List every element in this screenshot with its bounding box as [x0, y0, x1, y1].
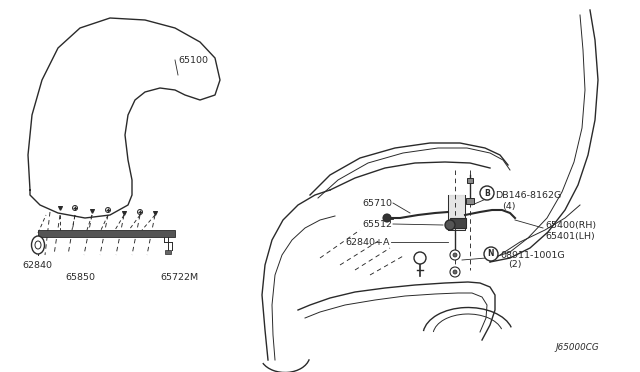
Text: N: N	[488, 250, 494, 259]
Bar	[38, 230, 175, 237]
Text: 65722M: 65722M	[160, 273, 198, 282]
Text: (4): (4)	[502, 202, 515, 211]
Bar	[467, 178, 473, 183]
Circle shape	[445, 220, 455, 230]
Circle shape	[138, 209, 143, 215]
Text: 65401(LH): 65401(LH)	[545, 231, 595, 241]
Text: J65000CG: J65000CG	[555, 343, 598, 353]
Text: 62840+A: 62840+A	[346, 237, 390, 247]
Text: 62840: 62840	[22, 260, 52, 269]
Circle shape	[450, 250, 460, 260]
Circle shape	[383, 214, 391, 222]
Ellipse shape	[31, 236, 45, 254]
Text: 65100: 65100	[178, 55, 208, 64]
FancyBboxPatch shape	[450, 218, 466, 228]
Text: 65512: 65512	[362, 219, 392, 228]
Circle shape	[72, 205, 77, 211]
Polygon shape	[448, 195, 465, 230]
Ellipse shape	[35, 241, 41, 249]
Bar	[466, 198, 474, 204]
Text: (2): (2)	[508, 260, 522, 269]
Text: DB146-8162G: DB146-8162G	[495, 190, 561, 199]
Bar	[451, 252, 459, 257]
Text: 65710: 65710	[362, 199, 392, 208]
Circle shape	[484, 247, 498, 261]
Text: 08911-1001G: 08911-1001G	[500, 250, 564, 260]
Circle shape	[414, 252, 426, 264]
Bar	[165, 250, 171, 254]
Circle shape	[453, 270, 457, 274]
Circle shape	[106, 208, 111, 212]
Circle shape	[450, 267, 460, 277]
Text: 65400(RH): 65400(RH)	[545, 221, 596, 230]
Circle shape	[480, 186, 494, 200]
Circle shape	[453, 253, 457, 257]
Text: 65850: 65850	[65, 273, 95, 282]
Text: B: B	[484, 189, 490, 198]
